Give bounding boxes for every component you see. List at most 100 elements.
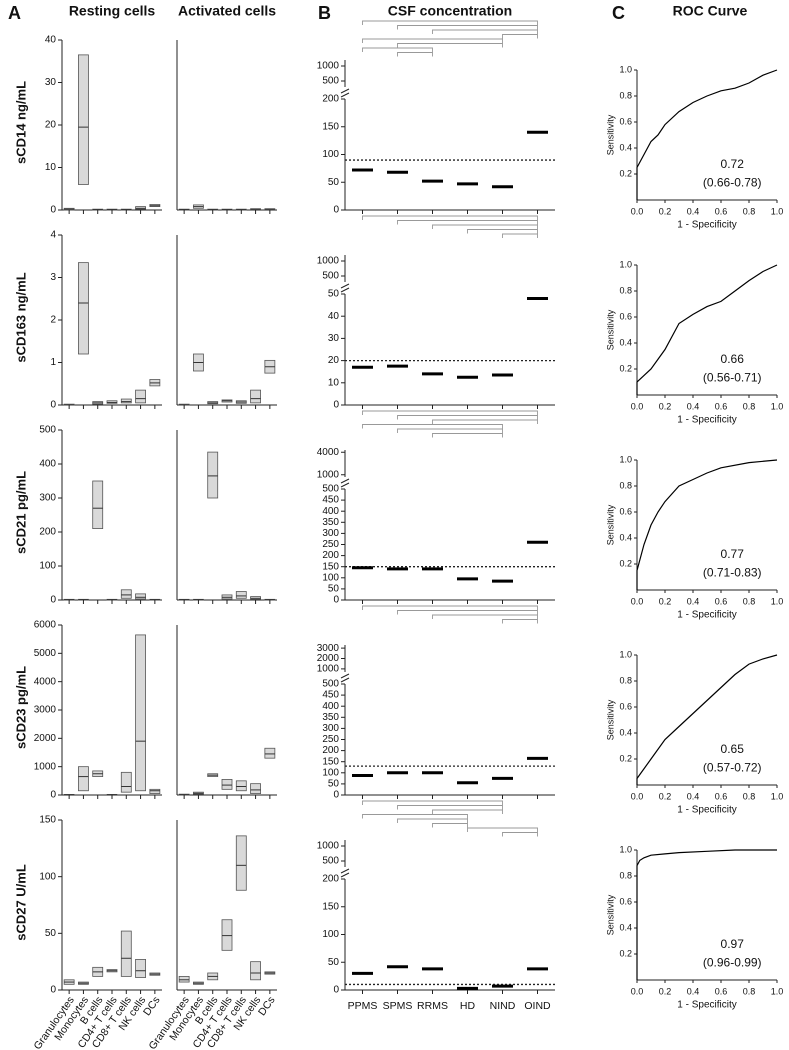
x-axis-label: 1 - Specificity (677, 415, 736, 426)
significance-bracket (502, 619, 538, 624)
column-header: ROC Curve (673, 3, 748, 19)
axis-break (340, 287, 350, 293)
box (221, 779, 233, 790)
y-tick-label: 0 (333, 400, 339, 411)
x-tick-label: 0.8 (743, 596, 756, 606)
auc-ci: (0.66-0.78) (703, 175, 762, 189)
x-tick-label: 0.6 (715, 791, 728, 801)
box (78, 262, 89, 355)
significance-bracket (397, 415, 538, 420)
y-tick-label: 0 (50, 205, 56, 216)
x-axis-label: 1 - Specificity (677, 1000, 736, 1011)
y-tick-label: 250 (322, 539, 339, 550)
box (207, 451, 219, 499)
x-tick-label: 0.0 (631, 401, 644, 411)
x-tick-label: SPMS (383, 1000, 413, 1012)
significance-bracket (432, 809, 503, 814)
y-tick-label: 200 (322, 94, 339, 105)
x-tick-label: 1.0 (771, 986, 784, 996)
y-axis-label: sCD27 U/mL (13, 864, 28, 941)
y-tick-label: 0 (50, 595, 56, 606)
y-tick-label: 1000 (317, 841, 340, 852)
y-axis-label: Sensitivity (605, 894, 615, 935)
significance-bracket (432, 224, 538, 229)
significance-bracket (502, 832, 538, 837)
y-tick-label: 0.4 (619, 337, 632, 347)
y-tick-label: 200 (39, 527, 56, 538)
column-header: Resting cells (69, 3, 156, 19)
box (221, 919, 233, 951)
x-tick-label: 1.0 (771, 401, 784, 411)
y-tick-label: 0 (333, 205, 339, 216)
auc-ci: (0.71-0.83) (703, 565, 762, 579)
box (135, 634, 146, 792)
roc-curve (636, 264, 778, 395)
y-tick-label: 0.8 (619, 675, 632, 685)
significance-bracket (397, 805, 503, 810)
y-tick-label: 150 (322, 756, 339, 767)
x-tick-label: DCs (256, 994, 278, 1018)
y-tick-label: 0.8 (619, 870, 632, 880)
significance-bracket (362, 410, 538, 415)
y-axis-label: Sensitivity (605, 504, 615, 545)
y-tick-label: 0 (50, 400, 56, 411)
significance-bracket (362, 814, 468, 819)
y-tick-label: 150 (322, 901, 339, 912)
y-axis-label: sCD21 pg/mL (13, 471, 28, 554)
y-tick-label: 40 (328, 311, 340, 322)
significance-bracket (397, 220, 538, 225)
y-tick-label: 500 (322, 484, 339, 495)
y-tick-label: 1.0 (619, 454, 632, 464)
y-axis-label: sCD23 pg/mL (13, 666, 28, 749)
significance-bracket (467, 827, 538, 832)
x-tick-label: PPMS (348, 1000, 378, 1012)
y-tick-label: 0.6 (619, 701, 632, 711)
box (135, 389, 146, 404)
y-tick-label: 200 (322, 745, 339, 756)
x-tick-label: RRMS (417, 1000, 448, 1012)
y-tick-label: 350 (322, 712, 339, 723)
box (250, 389, 261, 404)
y-tick-label: 0 (50, 985, 56, 996)
y-tick-label: 40 (45, 35, 57, 46)
x-tick-label: 0.2 (659, 596, 672, 606)
significance-bracket (502, 233, 538, 238)
significance-bracket (432, 419, 538, 424)
x-tick-label: 0.4 (687, 791, 700, 801)
y-tick-label: 450 (322, 495, 339, 506)
y-tick-label: 250 (322, 734, 339, 745)
y-tick-label: 1.0 (619, 64, 632, 74)
axis-break (340, 677, 350, 683)
x-tick-label: 0.0 (631, 986, 644, 996)
x-tick-label: 0.8 (743, 791, 756, 801)
y-tick-label: 5000 (34, 648, 57, 659)
auc-value: 0.72 (721, 157, 745, 171)
y-tick-label: 0 (333, 985, 339, 996)
y-tick-label: 0.4 (619, 922, 632, 932)
x-tick-label: 0.8 (743, 986, 756, 996)
y-tick-label: 0.2 (619, 753, 632, 763)
y-tick-label: 0 (333, 595, 339, 606)
y-tick-label: 350 (322, 517, 339, 528)
y-tick-label: 300 (39, 493, 56, 504)
x-tick-label: 1.0 (771, 596, 784, 606)
significance-bracket (467, 229, 538, 234)
roc-curve (636, 459, 778, 590)
y-tick-label: 150 (322, 121, 339, 132)
y-tick-label: 0 (333, 790, 339, 801)
y-tick-label: 0.8 (619, 480, 632, 490)
significance-bracket (397, 43, 503, 48)
y-tick-label: 150 (39, 815, 56, 826)
y-tick-label: 1 (50, 357, 56, 368)
y-tick-label: 500 (322, 76, 339, 87)
y-tick-label: 0.6 (619, 311, 632, 321)
y-tick-label: 100 (39, 561, 56, 572)
x-tick-label: 0.6 (715, 401, 728, 411)
y-tick-label: 100 (322, 572, 339, 583)
y-tick-label: 1.0 (619, 844, 632, 854)
roc-curve (636, 69, 778, 200)
x-tick-label: 0.6 (715, 206, 728, 216)
y-axis-label: sCD163 ng/mL (13, 272, 28, 362)
axis-break (340, 478, 350, 484)
x-tick-label: 0.6 (715, 986, 728, 996)
